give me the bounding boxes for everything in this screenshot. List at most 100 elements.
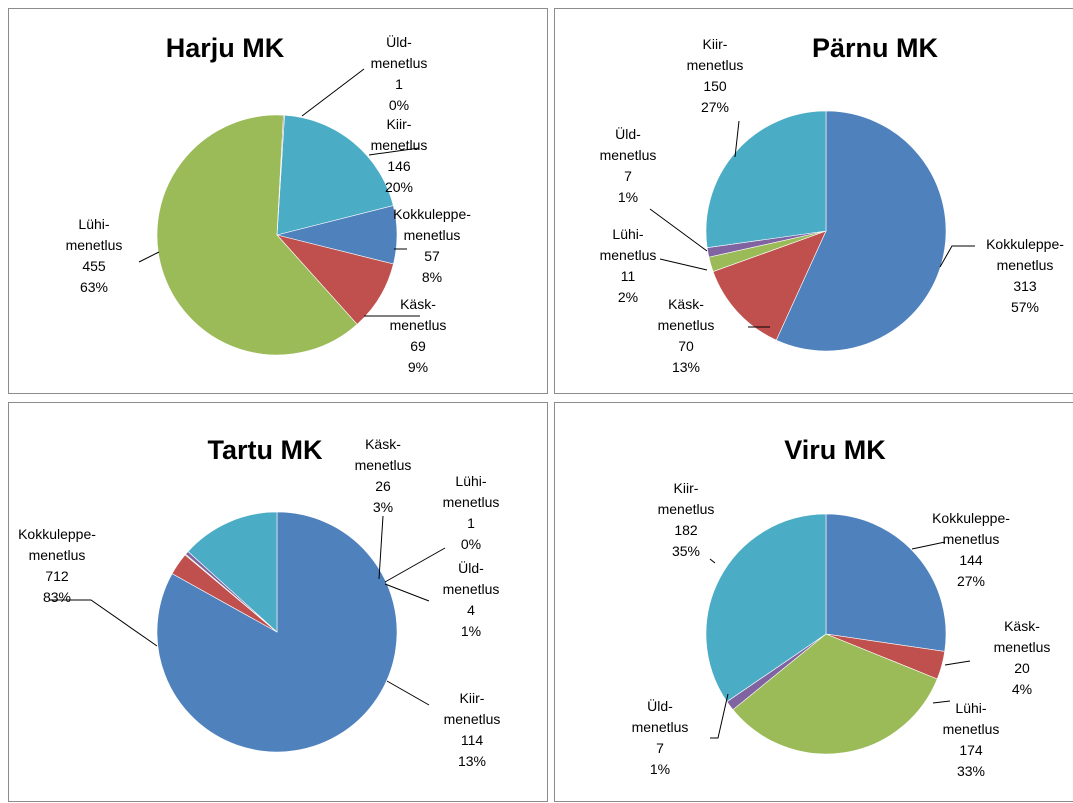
- data-label-value-uld: 4: [467, 602, 475, 618]
- data-label-name-kask: Käsk-: [365, 436, 401, 452]
- data-label-name-kokkuleppe: menetlus: [943, 531, 1000, 547]
- data-label-name-kask: Käsk-: [400, 296, 436, 312]
- data-label-name-kiir: Kiir-: [387, 116, 412, 132]
- pie-chart-tartu: Tartu MK Kokkuleppe-menetlus 712 83% Käsk-me…: [18, 435, 501, 769]
- data-label-percent-kokkuleppe: 57%: [1011, 299, 1039, 315]
- data-label-value-kokkuleppe: 57: [424, 248, 440, 264]
- data-label-name-luhi: Lühi-: [455, 473, 486, 489]
- pie-chart-parnu: Pärnu MK Kokkuleppe-menetlus 313 57% Käsk-me…: [600, 33, 1065, 375]
- data-label-name-kask: menetlus: [658, 317, 715, 333]
- data-label-name-kiir: Kiir-: [674, 480, 699, 496]
- pie-slice-kiir: [276, 114, 394, 236]
- pie-slice-kask: [712, 230, 827, 341]
- data-label-name-kiir: menetlus: [371, 137, 428, 153]
- leader-line: [659, 258, 708, 271]
- data-label-name-kiir: Kiir-: [460, 690, 485, 706]
- data-label-name-kokkuleppe: Kokkuleppe-: [986, 236, 1064, 252]
- leader-line: [368, 147, 420, 156]
- leader-line: [709, 558, 716, 564]
- chart-panel-parnu: Pärnu MK Kokkuleppe-menetlus 313 57% Käsk-me…: [554, 8, 1073, 394]
- chart-title: Tartu MK: [208, 435, 323, 465]
- leader-line: [384, 583, 430, 602]
- chart-title: Viru MK: [784, 435, 886, 465]
- data-label-name-kiir: menetlus: [658, 501, 715, 517]
- data-label-name-kask: Käsk-: [1004, 618, 1040, 634]
- pie-slice-uld: [276, 114, 285, 236]
- data-label-name-kokkuleppe: Kokkuleppe-: [393, 206, 471, 222]
- data-label-value-luhi: 174: [959, 742, 983, 758]
- data-label-percent-kiir: 20%: [385, 179, 413, 195]
- data-label-value-luhi: 1: [467, 515, 475, 531]
- data-label-value-uld: 1: [395, 76, 403, 92]
- data-label-name-kiir: Kiir-: [703, 36, 728, 52]
- data-label-value-kokkuleppe: 313: [1013, 278, 1037, 294]
- data-label-percent-kiir: 35%: [672, 543, 700, 559]
- data-label-name-luhi: Lühi-: [955, 700, 986, 716]
- leader-line: [378, 515, 384, 580]
- data-label-value-kask: 69: [410, 338, 426, 354]
- leader-line: [944, 660, 971, 666]
- data-label-value-uld: 7: [624, 168, 632, 184]
- data-label-value-kask: 20: [1014, 660, 1030, 676]
- pie-chart-viru: Viru MK Kokkuleppe-menetlus 144 27% Käsk-men…: [632, 435, 1051, 779]
- pie-slice-kiir: [705, 110, 827, 249]
- data-label-name-kask: menetlus: [994, 639, 1051, 655]
- leader-line: [49, 599, 158, 647]
- data-label-percent-luhi: 33%: [957, 763, 985, 779]
- data-label-name-luhi: menetlus: [600, 247, 657, 263]
- data-label-value-kokkuleppe: 144: [959, 552, 983, 568]
- chart-title: Pärnu MK: [812, 33, 939, 63]
- data-label-percent-uld: 1%: [461, 623, 481, 639]
- pie-slice-kiir: [187, 511, 278, 633]
- pie-slice-luhi: [732, 633, 938, 755]
- data-label-percent-uld: 1%: [618, 189, 638, 205]
- data-label-name-uld: Üld-: [458, 559, 484, 576]
- data-label-value-luhi: 11: [621, 268, 636, 284]
- data-label-value-kask: 70: [678, 338, 694, 354]
- leader-line: [386, 680, 430, 706]
- data-label-percent-luhi: 0%: [461, 536, 481, 552]
- chart-panel-tartu: Tartu MK Kokkuleppe-menetlus 712 83% Käsk-me…: [8, 402, 548, 802]
- data-label-name-luhi: menetlus: [943, 721, 1000, 737]
- data-label-percent-kokkuleppe: 83%: [43, 589, 71, 605]
- data-label-percent-uld: 1%: [650, 761, 670, 777]
- leader-line: [911, 541, 946, 550]
- leader-line: [932, 700, 951, 704]
- data-label-name-uld: Üld-: [386, 33, 412, 50]
- pie-chart-harju: Harju MK Kiir-menetlus 146 20% Kokkuleppe-me…: [66, 33, 472, 375]
- data-label-name-uld: Üld-: [647, 697, 673, 714]
- data-label-name-luhi: menetlus: [66, 237, 123, 253]
- data-label-value-uld: 7: [656, 740, 664, 756]
- data-label-name-uld: Üld-: [615, 125, 641, 142]
- data-label-percent-kokkuleppe: 27%: [957, 573, 985, 589]
- leader-line: [710, 693, 729, 739]
- data-label-name-kiir: menetlus: [687, 57, 744, 73]
- data-label-name-luhi: Lühi-: [612, 226, 643, 242]
- data-label-value-kokkuleppe: 712: [45, 568, 69, 584]
- leader-line: [939, 245, 975, 268]
- data-label-name-kokkuleppe: Kokkuleppe-: [932, 510, 1010, 526]
- data-label-name-uld: menetlus: [600, 147, 657, 163]
- leader-line: [138, 251, 160, 263]
- data-label-percent-kask: 3%: [373, 499, 393, 515]
- data-label-name-uld: menetlus: [371, 55, 428, 71]
- data-label-percent-kask: 9%: [408, 359, 428, 375]
- data-label-percent-kokkuleppe: 8%: [422, 269, 442, 285]
- data-label-name-kokkuleppe: menetlus: [29, 547, 86, 563]
- data-label-value-kiir: 146: [387, 158, 411, 174]
- pie-slice-luhi: [156, 114, 358, 356]
- data-label-value-kiir: 114: [461, 732, 484, 748]
- data-label-name-uld: menetlus: [443, 581, 500, 597]
- data-label-name-kiir: menetlus: [444, 711, 501, 727]
- data-label-name-uld: menetlus: [632, 719, 689, 735]
- data-label-percent-uld: 0%: [389, 97, 409, 113]
- data-label-value-kiir: 182: [674, 522, 698, 538]
- leader-line: [301, 68, 365, 117]
- data-label-percent-luhi: 63%: [80, 279, 108, 295]
- data-label-name-kokkuleppe: menetlus: [404, 227, 461, 243]
- data-label-percent-kiir: 13%: [458, 753, 486, 769]
- data-label-percent-kiir: 27%: [701, 99, 729, 115]
- leader-line: [384, 547, 446, 583]
- pie-slice-kiir: [705, 513, 827, 703]
- chart-panel-harju: Harju MK Kiir-menetlus 146 20% Kokkuleppe-me…: [8, 8, 548, 394]
